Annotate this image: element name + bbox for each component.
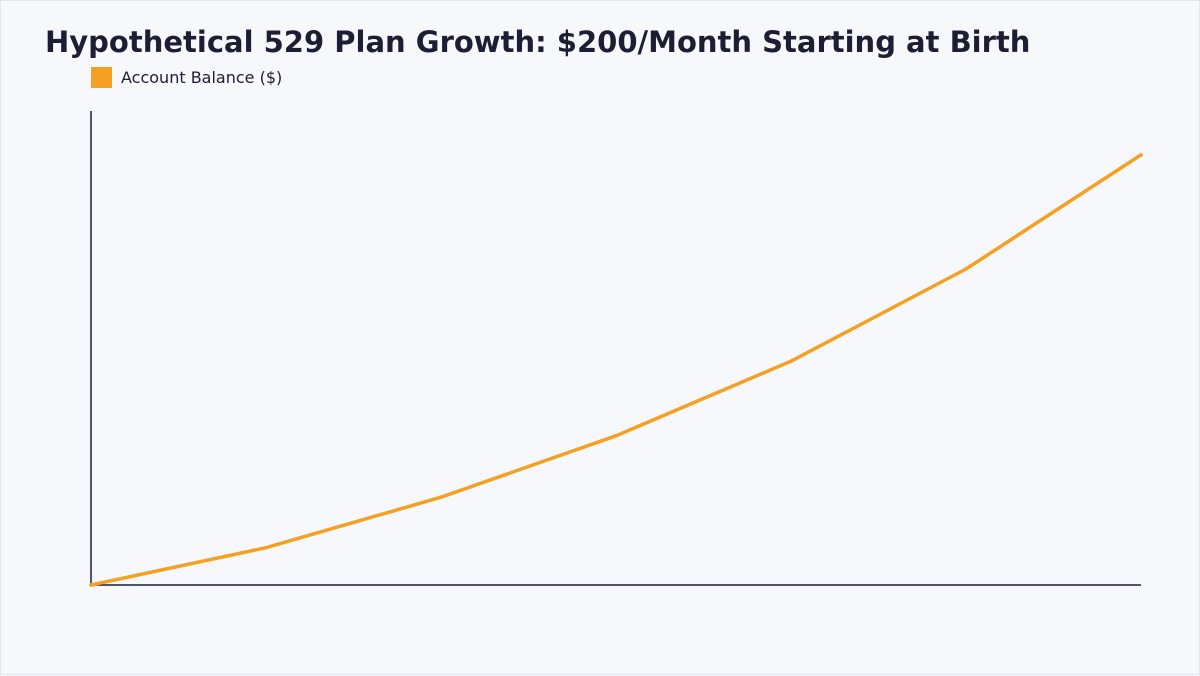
data-point — [964, 267, 968, 271]
series-points — [89, 153, 1143, 587]
data-point — [614, 434, 618, 438]
legend-label: Account Balance ($) — [121, 68, 283, 87]
legend-swatch — [91, 67, 112, 88]
series-line-account-balance — [89, 153, 1143, 587]
data-point — [439, 495, 443, 499]
chart-title: Hypothetical 529 Plan Growth: $200/Month… — [45, 25, 1031, 59]
data-point — [264, 545, 268, 550]
legend: Account Balance ($) — [91, 67, 282, 88]
data-point — [89, 583, 93, 587]
data-point — [1139, 153, 1143, 157]
data-point — [789, 359, 793, 363]
